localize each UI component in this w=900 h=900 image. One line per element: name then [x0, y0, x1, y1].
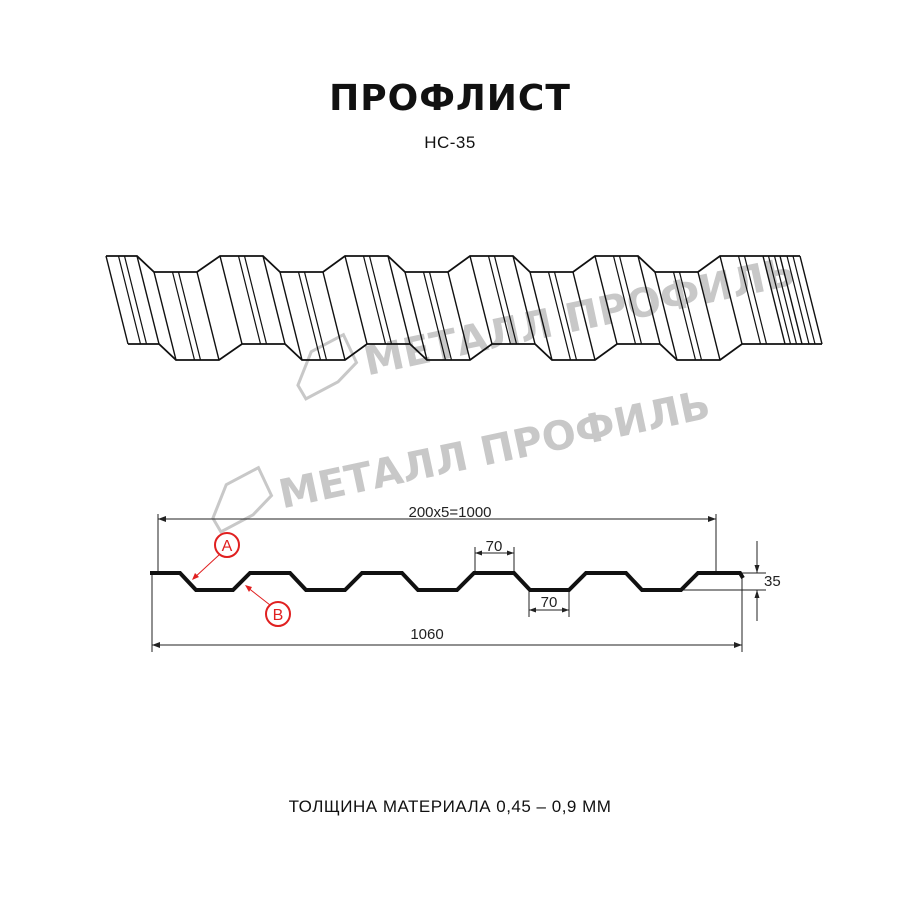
sheet-fold-line [654, 271, 678, 361]
product-code: НС-35 [424, 133, 476, 152]
sheet-fold-line [637, 255, 661, 345]
callout-a: A [192, 532, 240, 580]
sheet-rib-line [428, 271, 453, 361]
sheet-fold-line [344, 255, 368, 345]
total-width-label: 1060 [410, 626, 443, 643]
sheet-rib-line [737, 255, 762, 345]
pitch-dimension-label: 200x5=1000 [409, 504, 492, 521]
sheet-fold-line [387, 255, 411, 345]
sheet-rib-line [672, 271, 697, 361]
sheet-fold-line [594, 255, 618, 345]
sheet-rib-line [171, 271, 196, 361]
sheet-rib-line [123, 255, 148, 345]
sheet-fold-line [719, 255, 743, 345]
watermark-logo-icon [296, 332, 359, 401]
cross-section-profile [150, 571, 745, 592]
sheet-top-edge [106, 255, 800, 273]
sheet-rib-line [177, 271, 202, 361]
sheet-fold-line [512, 255, 536, 345]
sheet-rib-line [368, 255, 393, 345]
height-label: 35 [764, 573, 781, 590]
sheet-fold-line [572, 271, 596, 361]
sheet-rib-line [422, 271, 447, 361]
watermark-logo-icon [211, 465, 274, 534]
sheet-fold-line [219, 255, 243, 345]
sheet-rib-line [678, 271, 703, 361]
sheet-bottom-edge [128, 343, 822, 361]
sheet-rib-line [297, 271, 322, 361]
sheet-3d-view [105, 255, 823, 361]
sheet-rib-line [773, 255, 798, 345]
callout-b-label: B [273, 607, 284, 624]
sheet-fold-line [153, 271, 177, 361]
crest-width-label: 70 [486, 538, 503, 555]
sheet-fold-line [262, 255, 286, 345]
sheet-fold-line [105, 255, 129, 345]
material-thickness-note: ТОЛЩИНА МАТЕРИАЛА 0,45 – 0,9 ММ [288, 797, 612, 816]
sheet-fold-line [322, 271, 346, 361]
valley-width-label: 70 [541, 594, 558, 611]
sheet-fold-line [799, 255, 823, 345]
sheet-fold-line [779, 255, 803, 345]
sheet-fold-line [762, 255, 786, 345]
sheet-fold-line [279, 271, 303, 361]
watermark-text: МЕТАЛЛ ПРОФИЛЬ [360, 249, 799, 385]
sheet-rib-line [743, 255, 768, 345]
dimension-arrows [152, 516, 760, 648]
sheet-rib-line [362, 255, 387, 345]
sheet-rib-line [237, 255, 262, 345]
sheet-fold-line [447, 271, 471, 361]
sheet-rib-line [767, 255, 792, 345]
sheet-rib-line [612, 255, 637, 345]
sheet-rib-line [303, 271, 328, 361]
sheet-fold-line [136, 255, 160, 345]
dimension-lines [151, 514, 766, 652]
page-title: ПРОФЛИСТ [329, 78, 571, 119]
sheet-rib-line [493, 255, 518, 345]
sheet-rib-line [547, 271, 572, 361]
sheet-rib-line [487, 255, 512, 345]
sheet-rib-line [553, 271, 578, 361]
sheet-rib-line [618, 255, 643, 345]
sheet-fold-line [529, 271, 553, 361]
sheet-rib-line [117, 255, 142, 345]
sheet-rib-line [792, 255, 816, 345]
sheet-rib-line [243, 255, 268, 345]
sheet-rib-line [786, 255, 810, 345]
sheet-fold-line [404, 271, 428, 361]
sheet-fold-line [697, 271, 721, 361]
sheet-fold-line [196, 271, 220, 361]
sheet-fold-line [469, 255, 493, 345]
callout-b: B [245, 585, 291, 627]
callout-a-label: A [222, 538, 233, 555]
watermark-text: МЕТАЛЛ ПРОФИЛЬ [275, 382, 714, 518]
